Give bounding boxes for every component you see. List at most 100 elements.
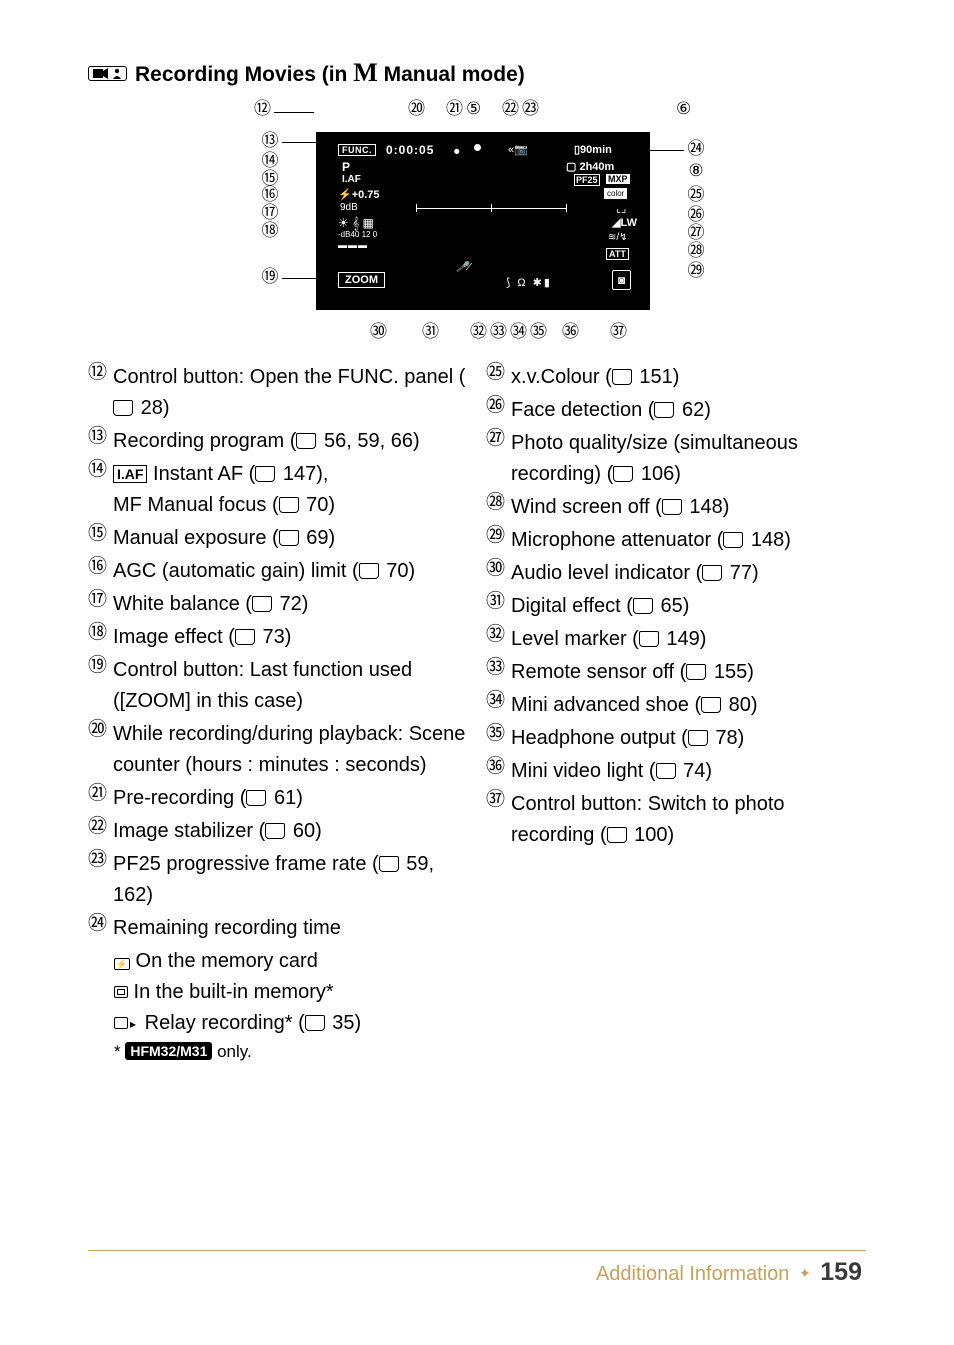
book-icon bbox=[656, 760, 678, 782]
callout-30: ㉚ bbox=[370, 323, 387, 340]
book-icon bbox=[305, 1012, 327, 1034]
book-icon bbox=[279, 527, 301, 549]
list-item: ⑳While recording/during playback: Scene … bbox=[88, 719, 468, 781]
callout-32: ㉜ bbox=[470, 323, 487, 340]
callout-24: ㉔ bbox=[684, 140, 708, 157]
footer-rule bbox=[88, 1250, 866, 1251]
list-item: ㉛Digital effect ( 65) bbox=[486, 591, 866, 622]
leader bbox=[274, 112, 314, 113]
list-item: ㉔Remaining recording time bbox=[88, 913, 468, 944]
book-icon bbox=[701, 694, 723, 716]
book-icon bbox=[686, 661, 708, 683]
zoom-button: ZOOM bbox=[338, 272, 385, 288]
level-tick bbox=[491, 204, 492, 212]
book-icon bbox=[265, 820, 287, 842]
func-button: FUNC. bbox=[338, 144, 376, 156]
callout-31: ㉛ bbox=[422, 323, 439, 340]
page-number: 159 bbox=[820, 1258, 862, 1286]
book-icon bbox=[255, 463, 277, 485]
photo-button: ◙ bbox=[612, 270, 631, 290]
callout-17: ⑰ bbox=[258, 204, 282, 221]
book-icon bbox=[113, 397, 135, 419]
scene-counter: 0:00:05 bbox=[386, 143, 434, 157]
leader bbox=[282, 142, 316, 143]
pf25-label: PF25 bbox=[574, 174, 600, 186]
book-icon bbox=[359, 560, 381, 582]
book-icon bbox=[688, 727, 710, 749]
callout-25: ㉕ bbox=[684, 186, 708, 203]
audio-meter: -dB40 12 0 bbox=[338, 230, 377, 239]
list-item: ㊱Mini video light ( 74) bbox=[486, 756, 866, 787]
callout-22: ㉒ bbox=[502, 100, 519, 117]
list-item: ㉗Photo quality/size (simultaneous record… bbox=[486, 428, 866, 490]
program-p: P bbox=[342, 160, 350, 174]
list-item: ⑰White balance ( 72) bbox=[88, 589, 468, 620]
exposure-value: ⚡+0.75 bbox=[338, 188, 380, 201]
book-icon bbox=[702, 562, 724, 584]
movie-mode-badge bbox=[88, 66, 127, 81]
callout-18: ⑱ bbox=[258, 222, 282, 239]
callout-28: ㉘ bbox=[684, 242, 708, 259]
list-item: ㉝Remote sensor off ( 155) bbox=[486, 657, 866, 688]
rec-dot bbox=[474, 144, 481, 151]
callout-37: ㊲ bbox=[610, 323, 627, 340]
list-item: ㉜Level marker ( 149) bbox=[486, 624, 866, 655]
book-icon bbox=[246, 787, 268, 809]
list-item: ㉕x.v.Colour ( 151) bbox=[486, 362, 866, 393]
white-balance-icons: ☀ 𝄞 ▦ bbox=[338, 216, 374, 231]
callout-35: ㉟ bbox=[530, 323, 547, 340]
left-column: ⑫Control button: Open the FUNC. panel ( … bbox=[88, 362, 468, 1065]
book-icon bbox=[662, 496, 684, 518]
header-title: Recording Movies (in M Manual mode) bbox=[135, 58, 525, 88]
attenuator-label: ATT bbox=[606, 248, 629, 260]
callout-8: ⑧ bbox=[684, 162, 708, 179]
iaf-label: I.AF bbox=[342, 174, 361, 185]
book-icon bbox=[633, 595, 655, 617]
face-detect-icon: ⌞⌟ bbox=[616, 202, 626, 215]
list-item: ㉓PF25 progressive frame rate ( 59, 162) bbox=[88, 849, 468, 911]
callout-34: ㉞ bbox=[510, 323, 527, 340]
list-item: ㉘Wind screen off ( 148) bbox=[486, 492, 866, 523]
callout-12: ⑫ bbox=[254, 100, 271, 117]
leader bbox=[650, 150, 684, 151]
list-item: ⑱Image effect ( 73) bbox=[88, 622, 468, 653]
callout-20: ⑳ bbox=[408, 100, 425, 117]
list-item: ㉑Pre-recording ( 61) bbox=[88, 783, 468, 814]
chapter-name: Additional Information bbox=[596, 1263, 789, 1285]
list-item: ㉒Image stabilizer ( 60) bbox=[88, 816, 468, 847]
callout-13: ⑬ bbox=[258, 132, 282, 149]
gain-label: 9dB bbox=[340, 202, 358, 213]
list-item: ㉟Headphone output ( 78) bbox=[486, 723, 866, 754]
callout-14: ⑭ bbox=[258, 152, 282, 169]
book-icon bbox=[639, 628, 661, 650]
callout-29: ㉙ bbox=[684, 262, 708, 279]
list-item: ㉖Face detection ( 62) bbox=[486, 395, 866, 426]
list-item: ⑮Manual exposure ( 69) bbox=[88, 523, 468, 554]
list-item: ㉚Audio level indicator ( 77) bbox=[486, 558, 866, 589]
bottom-icons: ⟆ Ω ✱▮ bbox=[506, 276, 552, 289]
book-icon bbox=[723, 529, 745, 551]
book-icon bbox=[252, 593, 274, 615]
leader bbox=[282, 278, 316, 279]
book-icon bbox=[612, 366, 634, 388]
callout-21: ㉑ bbox=[446, 100, 463, 117]
callout-36: ㊱ bbox=[562, 323, 579, 340]
callout-16: ⑯ bbox=[258, 186, 282, 203]
photo-size-label: ◢LW bbox=[612, 216, 637, 229]
callout-33: ㉝ bbox=[490, 323, 507, 340]
list-item: ⑲Control button: Last function used ([ZO… bbox=[88, 655, 468, 717]
list-item: ㉞Mini advanced shoe ( 80) bbox=[486, 690, 866, 721]
book-icon bbox=[379, 853, 401, 875]
mxp-label: MXP bbox=[606, 174, 630, 184]
level-tick bbox=[566, 204, 567, 212]
battery-indicator: ▯90min bbox=[574, 143, 612, 156]
book-icon bbox=[279, 494, 301, 516]
wind-screen-icon: ≋/↯ bbox=[608, 232, 628, 243]
level-tick bbox=[416, 204, 417, 212]
lcd-screen: FUNC. 0:00:05 ⏺ «📷 ▯90min P ▢ 2h40m I.AF… bbox=[316, 132, 650, 310]
item-24-sublist: ⚡ On the memory card In the built-in mem… bbox=[88, 946, 468, 1065]
list-item: ㊲Control button: Switch to photo recordi… bbox=[486, 789, 866, 851]
callout-6: ⑥ bbox=[676, 100, 691, 117]
section-header: Recording Movies (in M Manual mode) bbox=[88, 58, 525, 88]
callout-23: ㉓ bbox=[522, 100, 539, 117]
